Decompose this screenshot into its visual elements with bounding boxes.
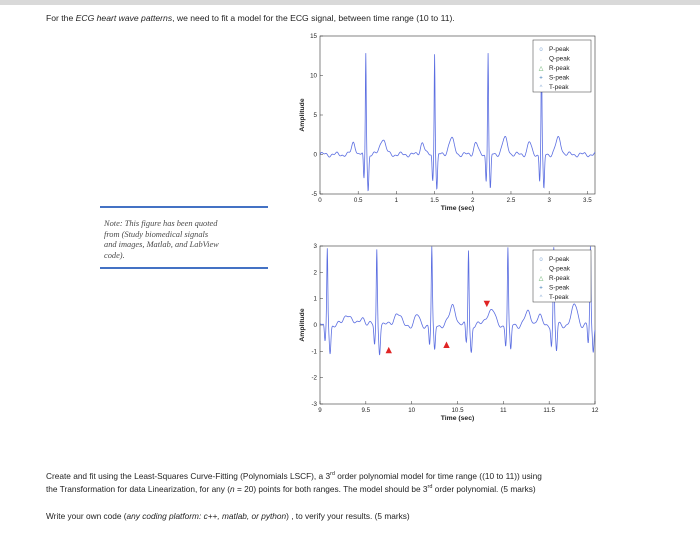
intro-pre: For the [46, 13, 76, 23]
legend-label: P-peak [549, 256, 570, 263]
x-tick-label: 3 [547, 197, 551, 204]
figure-note: Note: This figure has been quoted from (S… [100, 206, 268, 269]
task2-n: n [230, 484, 235, 494]
legend-label: T-peak [549, 84, 569, 91]
y-axis-label: Amplitude [299, 98, 306, 131]
task3-post: ) , to verify your results. (5 marks) [286, 511, 410, 521]
x-tick-label: 1 [395, 197, 399, 204]
x-tick-label: 3.5 [583, 197, 592, 204]
x-tick-label: 1.5 [430, 197, 439, 204]
peak-marker [385, 346, 392, 354]
task2-mid: = 20) points for both ranges. The model … [234, 484, 428, 494]
x-tick-label: 12 [592, 407, 599, 414]
legend-symbol: o [539, 47, 543, 53]
legend-label: Q-peak [549, 266, 571, 273]
x-tick-label: 10 [408, 407, 415, 414]
x-tick-label: 2 [471, 197, 475, 204]
top-edge-bar [0, 0, 700, 5]
y-tick-label: -2 [311, 375, 317, 382]
legend-label: S-peak [549, 285, 570, 292]
task-line-1: Create and fit using the Least-Squares C… [46, 470, 542, 482]
legend-box [532, 39, 592, 93]
y-tick-label: 3 [314, 243, 318, 250]
intro-post: , we need to fit a model for the ECG sig… [172, 13, 455, 23]
y-tick-label: 10 [310, 73, 317, 80]
legend-symbol: + [539, 286, 543, 292]
note-rule-top [100, 206, 268, 208]
task1-post: order polynomial model for time range ((… [334, 471, 542, 481]
legend-label: R-peak [549, 275, 570, 282]
legend-symbol: + [539, 76, 543, 82]
task2-pre: the Transformation for data Linearizatio… [46, 484, 231, 494]
y-tick-label: 5 [314, 112, 318, 119]
task-line-2: the Transformation for data Linearizatio… [46, 483, 536, 495]
task1-pre: Create and fit using the Least-Squares C… [46, 471, 331, 481]
x-tick-label: 9 [318, 407, 322, 414]
y-tick-label: -3 [311, 401, 317, 408]
legend-symbol: △ [539, 276, 544, 282]
legend-symbol: ^ [540, 295, 543, 301]
legend-symbol: △ [539, 66, 544, 72]
legend-symbol: . [540, 267, 542, 273]
note-line: code). [104, 250, 125, 260]
x-axis-label: Time (sec) [441, 415, 475, 422]
intro-italic: ECG heart wave patterns [75, 13, 173, 23]
legend-label: P-peak [549, 46, 570, 53]
note-line: Note: This figure has been quoted [104, 219, 218, 228]
x-tick-label: 10.5 [451, 407, 464, 414]
note-line: and images, Matlab, and LabView [104, 240, 219, 249]
note-text: Note: This figure has been quoted from (S… [104, 219, 264, 261]
note-line: from (Study biomedical signals [104, 229, 209, 239]
x-tick-label: 9.5 [362, 407, 371, 414]
y-tick-label: 0 [314, 322, 318, 329]
task2-sup: rd [427, 484, 433, 491]
y-tick-label: 0 [314, 152, 318, 159]
task3-italic: any coding platform: c++, matlab, or pyt… [126, 511, 287, 521]
legend-label: Q-peak [549, 56, 571, 63]
intro-text: For the ECG heart wave patterns, we need… [46, 13, 455, 23]
ecg-signal-line [319, 51, 596, 192]
x-axis-label: Time (sec) [441, 205, 475, 212]
x-tick-label: 0.5 [354, 197, 363, 204]
legend-symbol: . [540, 57, 542, 63]
task3-pre: Write your own code ( [46, 511, 127, 521]
y-axis-label: Amplitude [299, 308, 306, 341]
legend-box [532, 249, 592, 303]
x-tick-label: 2.5 [507, 197, 516, 204]
peak-marker [443, 341, 450, 348]
legend-symbol: o [539, 257, 543, 263]
y-tick-label: 2 [314, 269, 318, 276]
x-tick-label: 11 [500, 407, 507, 414]
x-tick-label: 0 [318, 197, 322, 204]
legend-symbol: ^ [540, 85, 543, 91]
y-tick-label: -1 [311, 348, 317, 355]
task2-post: order polynomial. (5 marks) [432, 484, 536, 494]
task1-sup: rd [330, 471, 335, 478]
legend-label: S-peak [549, 75, 570, 82]
peak-marker [483, 300, 491, 308]
legend-label: T-peak [549, 294, 569, 301]
note-rule-bottom [100, 267, 268, 269]
task-line-3: Write your own code (any coding platform… [46, 510, 410, 522]
y-tick-label: 1 [314, 296, 318, 303]
ecg-signal-line [320, 246, 596, 356]
x-tick-label: 11.5 [543, 407, 555, 414]
legend-label: R-peak [549, 65, 570, 72]
y-tick-label: 15 [310, 33, 317, 40]
y-tick-label: -5 [311, 191, 317, 198]
